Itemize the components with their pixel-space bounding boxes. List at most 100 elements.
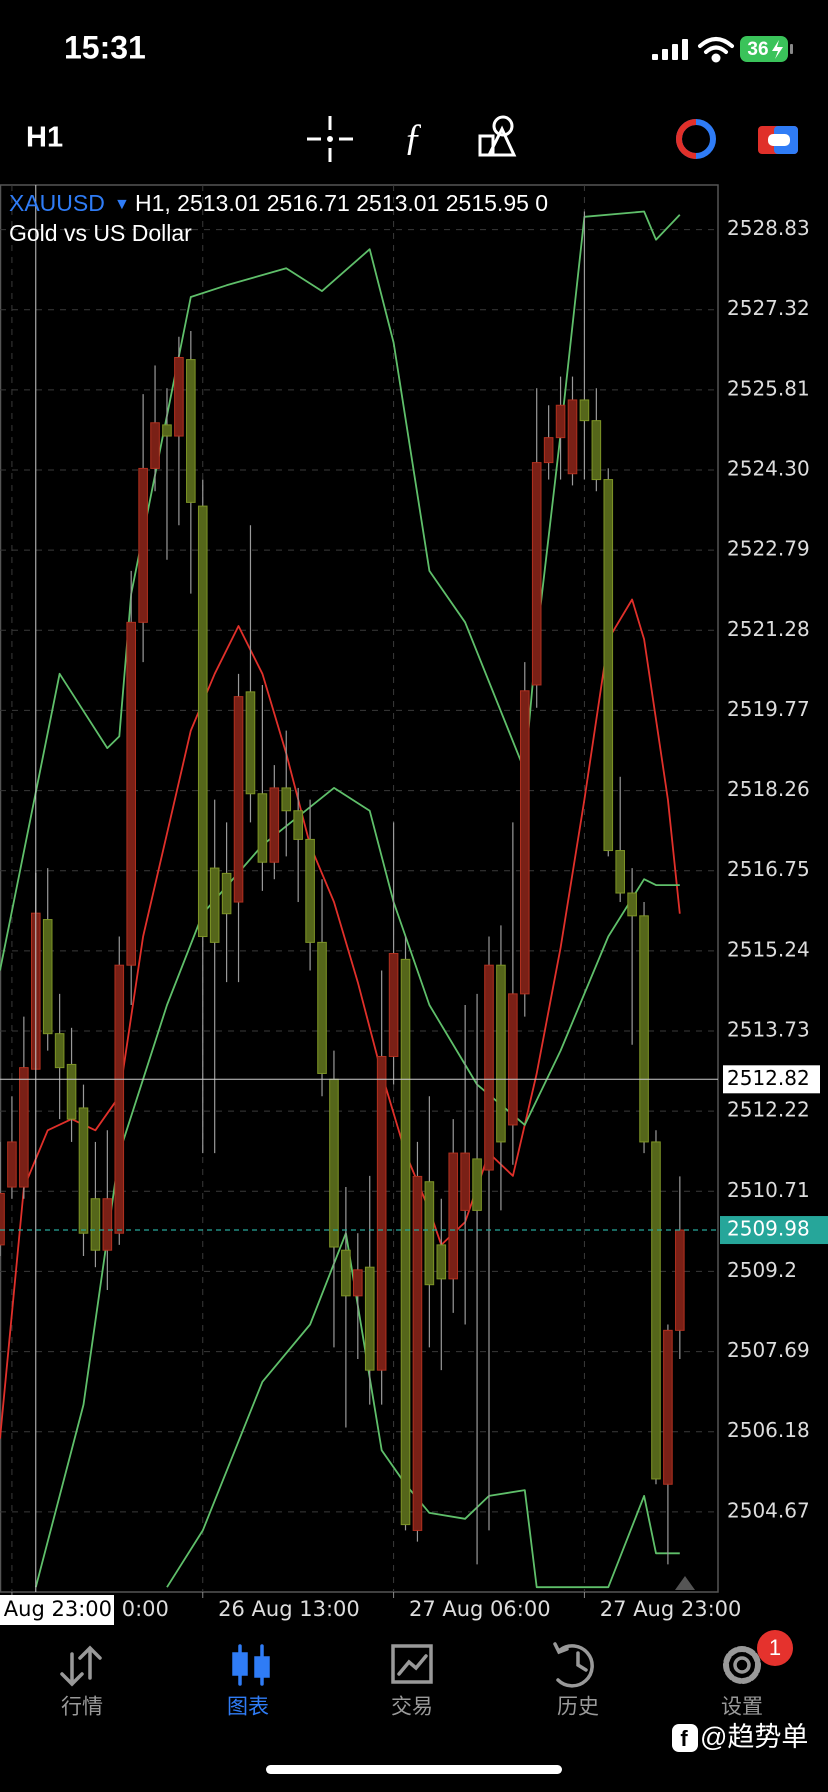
candle-body	[317, 941, 327, 1074]
y-tick-label: 2521.28	[727, 617, 810, 641]
symbol-dropdown[interactable]: ▼	[114, 196, 130, 213]
candle-body	[663, 1329, 673, 1485]
candle-body	[579, 399, 590, 422]
candle-body	[281, 787, 292, 812]
candle-body	[555, 404, 566, 439]
objects-button[interactable]	[478, 115, 517, 157]
watermark-icon	[672, 1724, 698, 1752]
trade-icon	[391, 1644, 433, 1684]
indicator-line	[0, 210, 681, 971]
candle-body	[114, 964, 125, 1234]
y-tick-label: 2525.81	[727, 376, 810, 400]
candle-body	[412, 1175, 423, 1531]
y-tick-label: 2516.75	[727, 857, 810, 881]
account-button[interactable]	[758, 126, 798, 154]
plot-frame	[0, 184, 719, 1593]
x-tick-label: 27 Aug 23:00	[600, 1597, 742, 1621]
candle-body	[519, 690, 530, 995]
candle-body	[174, 356, 184, 437]
history-icon	[553, 1642, 594, 1688]
status-time: 15:31	[64, 29, 146, 65]
y-tick-label: 2527.32	[727, 296, 810, 320]
candle-body	[615, 850, 625, 894]
candle-body	[591, 420, 602, 481]
bid-price-box	[720, 1216, 828, 1245]
candle-body	[400, 958, 411, 1526]
candle-body	[221, 872, 232, 915]
candle-body	[388, 953, 399, 1057]
candle-body	[639, 915, 649, 1143]
nav-tab-label[interactable]: 设置	[721, 1696, 763, 1719]
y-tick-label: 2528.83	[727, 216, 810, 240]
candle-body	[233, 696, 244, 903]
candle-body	[376, 1055, 387, 1371]
candle-body	[0, 1192, 5, 1246]
candle-body	[305, 838, 315, 943]
candle-body	[508, 993, 518, 1126]
signal-icon	[652, 39, 688, 60]
badge-count: 1	[769, 1635, 781, 1660]
candle-body	[567, 399, 578, 475]
battery	[740, 36, 788, 62]
y-tick-label: 2506.18	[727, 1418, 810, 1442]
nav-tab-label[interactable]: 行情	[61, 1696, 103, 1719]
candle-body	[186, 359, 196, 503]
candle-body	[543, 437, 554, 464]
y-tick-label: 2519.77	[727, 697, 810, 721]
candle-body	[42, 919, 53, 1035]
candle-body	[138, 467, 148, 623]
charging-icon	[772, 40, 783, 59]
timeframe-button[interactable]: H1	[26, 122, 63, 154]
plot	[0, 185, 718, 1592]
y-tick-label: 2507.69	[727, 1338, 810, 1362]
candle-body	[150, 422, 160, 469]
candle-body	[197, 505, 208, 938]
crosshair-time-box	[0, 1595, 114, 1625]
candle-body	[675, 1229, 685, 1331]
candle-body	[54, 1033, 65, 1069]
candle-body	[102, 1198, 113, 1251]
candle-body	[245, 691, 256, 795]
x-tick-label: 0:00	[122, 1597, 169, 1621]
y-tick-label: 2522.79	[727, 537, 810, 561]
symbol[interactable]: XAUUSD	[9, 190, 105, 216]
indicators-button[interactable]: ƒ	[404, 117, 423, 159]
settings-icon	[723, 1646, 761, 1684]
battery-cap	[790, 44, 793, 54]
candle-body	[460, 1152, 470, 1211]
quotes-icon	[60, 1645, 102, 1687]
battery-level: 36	[747, 39, 768, 60]
wifi-icon	[698, 37, 734, 63]
indicator-line	[166, 1232, 680, 1589]
crosshair-time-label: Aug 23:00	[4, 1597, 112, 1621]
candle-body	[293, 810, 303, 840]
nav-tab-label[interactable]: 历史	[557, 1696, 599, 1719]
candle-body	[603, 479, 614, 852]
candle-body	[341, 1249, 351, 1297]
home-indicator	[266, 1765, 562, 1774]
y-tick-label: 2524.30	[727, 457, 810, 481]
y-tick-label: 2509.2	[727, 1258, 797, 1282]
nav-tab-label[interactable]: 交易	[391, 1696, 433, 1719]
candle-body	[78, 1107, 89, 1234]
trade-button[interactable]	[676, 119, 716, 159]
y-tick-label: 2513.73	[727, 1018, 810, 1042]
crosshair-button[interactable]	[307, 116, 353, 162]
candle-body	[126, 621, 136, 966]
candle-body	[472, 1158, 482, 1211]
nav-tab-label[interactable]: 图表	[227, 1696, 269, 1719]
bottom-nav: 行情 图表 交易 历史 设置	[61, 1696, 763, 1719]
candle-body	[496, 964, 506, 1143]
overlay: 2528.83 2527.32 2525.81 2524.30 2522.79 2521.…	[0, 185, 828, 1625]
y-tick-label: 2518.26	[727, 777, 810, 801]
crosshair-price-box	[723, 1065, 820, 1094]
x-tick-label: 26 Aug 13:00	[218, 1597, 360, 1621]
candle-body	[66, 1063, 77, 1120]
candle-body	[257, 793, 268, 863]
bid-price-label: 2509.98	[727, 1217, 810, 1241]
chart-icon	[232, 1644, 270, 1686]
candle-body	[162, 424, 172, 437]
candle-body	[269, 787, 280, 863]
watermark: @趋势单	[700, 1722, 808, 1752]
